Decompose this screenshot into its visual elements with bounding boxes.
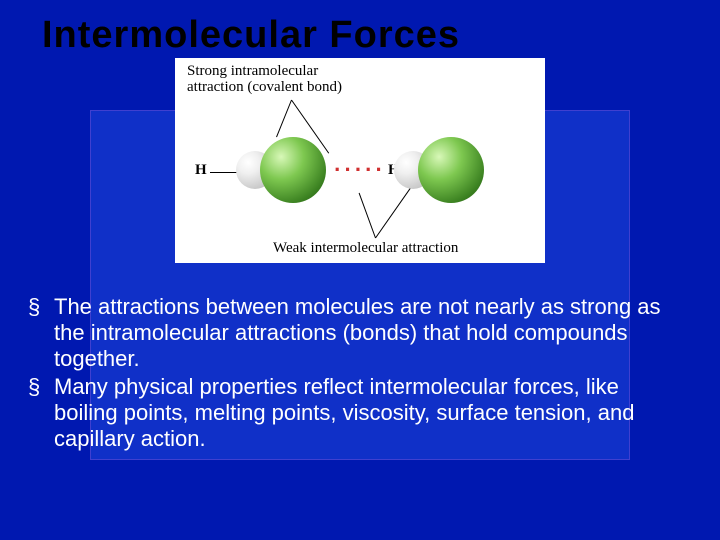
intramolecular-label-line1: Strong intramolecular <box>187 63 318 79</box>
bullet-item: Many physical properties reflect intermo… <box>28 374 688 452</box>
bullet-item: The attractions between molecules are no… <box>28 294 688 372</box>
atom-cl <box>418 137 484 203</box>
atom-label-h: H <box>195 162 207 179</box>
atom-cl <box>260 137 326 203</box>
intramolecular-label: Strong intramolecular attraction (covale… <box>187 64 342 96</box>
intramolecular-label-line2: attraction (covalent bond) <box>187 79 342 95</box>
molecule-figure: Strong intramolecular attraction (covale… <box>175 58 545 263</box>
intermolecular-label: Weak intermolecular attraction <box>273 240 458 257</box>
slide-title: Intermolecular Forces <box>0 0 720 63</box>
bond-label-row: H Cl H Cl <box>175 162 545 182</box>
bullet-list: The attractions between molecules are no… <box>28 294 688 454</box>
